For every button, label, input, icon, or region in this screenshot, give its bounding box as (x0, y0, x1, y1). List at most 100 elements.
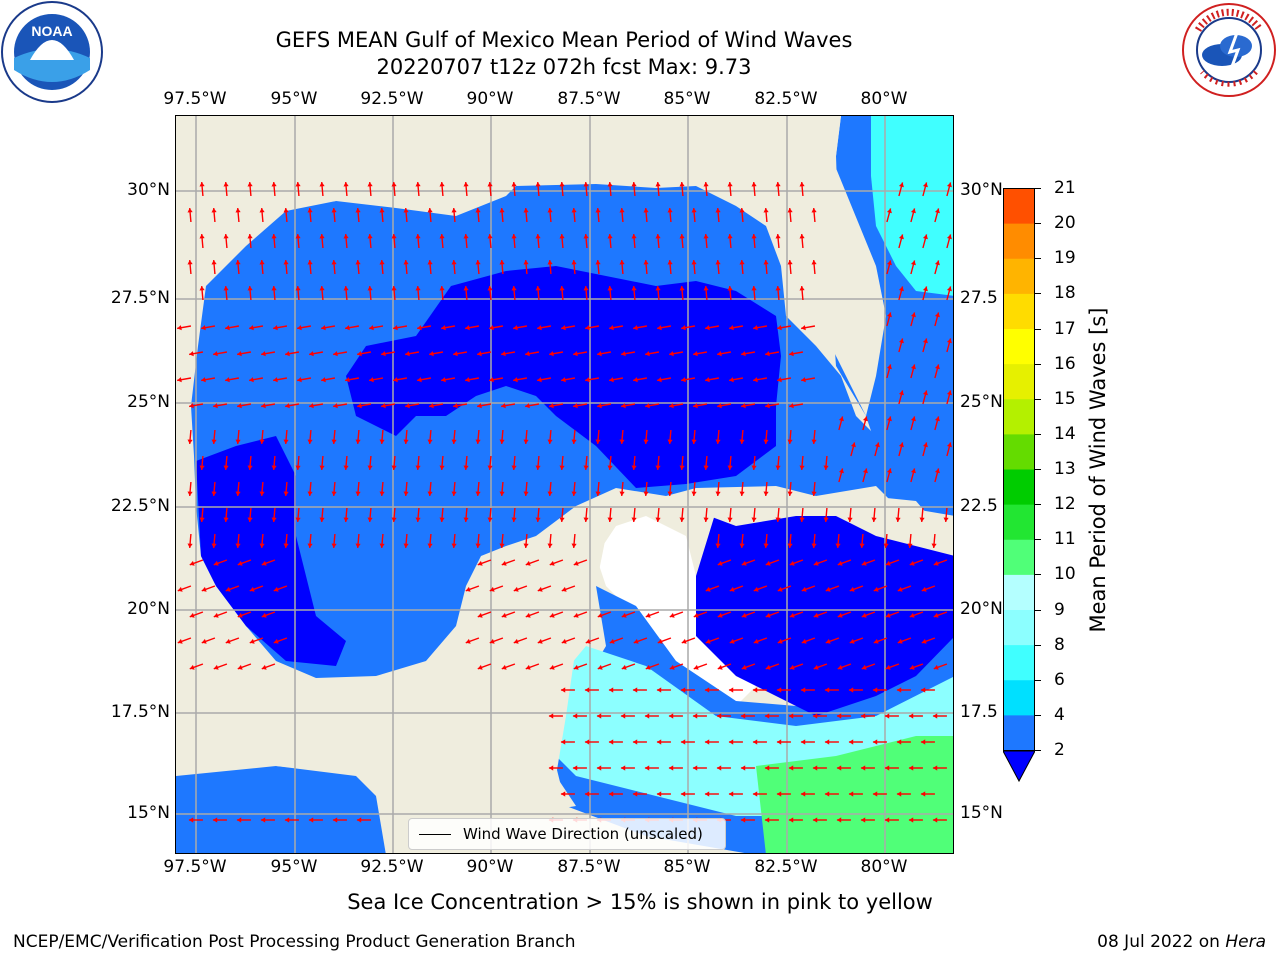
colorbar-segment (1003, 574, 1035, 610)
colorbar-tick-mark (1035, 644, 1041, 646)
wind-arrow-head (379, 491, 385, 496)
wind-arrow-head (489, 377, 494, 383)
wind-arrow-head (379, 208, 385, 213)
wind-arrow-head (811, 260, 817, 265)
wind-arrow-head (585, 325, 590, 331)
wind-arrow-head (691, 208, 697, 213)
wind-arrow-head (643, 439, 649, 444)
wind-arrow-head (643, 491, 649, 496)
wind-arrow-head (946, 286, 952, 292)
wind-arrow-head (333, 351, 338, 357)
lat-tick-right: 30°N (960, 180, 1003, 200)
wind-arrow-head (223, 182, 229, 187)
wind-arrow-head (885, 612, 891, 618)
wind-arrow-head (213, 612, 219, 618)
wind-arrow-head (548, 765, 554, 771)
wind-arrow-head (645, 403, 650, 409)
colorbar-segment (1003, 328, 1035, 365)
wind-arrow-head (693, 403, 698, 409)
wind-arrow-head (765, 560, 771, 566)
noaa-logo: NOAA (0, 0, 104, 108)
lat-tick-right: 15°N (960, 803, 1003, 823)
wind-arrow-head (525, 612, 531, 618)
wind-arrow-head (907, 543, 913, 548)
wind-arrow-head (667, 491, 673, 496)
wind-arrow-head (811, 208, 817, 213)
wind-arrow-head (860, 765, 866, 771)
wind-arrow-head (465, 325, 470, 331)
wind-arrow-head (704, 791, 710, 797)
wind-arrow-head (295, 286, 301, 291)
colorbar-segment (1003, 539, 1035, 575)
wind-arrow-head (716, 765, 722, 771)
wind-arrow-head (415, 517, 421, 522)
wind-arrow-head (813, 560, 819, 566)
wind-arrow-head (934, 260, 940, 266)
wind-arrow-head (213, 351, 218, 357)
wind-arrow-head (225, 325, 230, 331)
wind-arrow-head (776, 687, 782, 693)
colorbar-tick-mark (1035, 750, 1041, 751)
wind-arrow-head (259, 543, 265, 548)
wind-arrow-head (212, 817, 218, 823)
wind-arrow-head (357, 403, 362, 409)
wind-arrow-head (415, 182, 421, 187)
wind-arrow-head (189, 612, 195, 618)
wind-arrow-head (211, 208, 217, 213)
wind-arrow-head (331, 543, 337, 548)
wind-arrow-head (237, 560, 243, 566)
us-gulf-coast-land (176, 116, 841, 316)
wind-arrow-head (751, 234, 757, 239)
wind-arrow-head (525, 664, 531, 670)
wind-arrow-head (213, 560, 219, 566)
wind-arrow-head (922, 338, 928, 344)
wind-arrow-head (898, 390, 904, 396)
wind-arrow-head (573, 403, 578, 409)
colorbar-tick-label: 9 (1054, 599, 1065, 620)
lat-tick-right: 27.5 (960, 288, 998, 308)
wind-arrow-head (511, 465, 517, 470)
wind-arrow-head (513, 325, 518, 331)
wind-arrow-head (753, 586, 759, 592)
wind-arrow-head (499, 491, 505, 496)
wind-arrow-head (537, 586, 543, 592)
atlantic-swell-zone (871, 116, 953, 296)
colorbar-tick-label: 14 (1054, 423, 1076, 444)
wind-arrow-head (451, 491, 457, 496)
wind-arrow-head (403, 439, 409, 444)
wind-arrow-head (595, 208, 601, 213)
wind-arrow-head (633, 377, 638, 383)
wind-arrow-head (560, 687, 566, 693)
wind-arrow-head (801, 325, 806, 331)
wind-arrow-head (934, 416, 940, 422)
wind-arrow-head (729, 638, 735, 644)
wind-arrow-head (583, 234, 589, 239)
wind-arrow-head (283, 543, 289, 548)
wind-arrow-head (838, 416, 844, 422)
wind-arrow-head (465, 586, 471, 592)
wind-arrow-head (583, 517, 589, 522)
wind-arrow-head (680, 791, 686, 797)
wind-arrow-head (189, 560, 195, 566)
wind-arrow-head (862, 468, 868, 474)
wind-arrow-head (679, 465, 685, 470)
wind-arrow-head (547, 439, 553, 444)
colorbar-under-extension (1003, 750, 1035, 783)
wind-arrow-head (920, 791, 926, 797)
wind-arrow-head (585, 377, 590, 383)
wind-arrow-head (477, 560, 483, 566)
wind-arrow-head (922, 442, 928, 448)
wind-arrow-head (487, 286, 493, 291)
wind-arrow-head (946, 234, 952, 240)
wind-arrow-head (247, 517, 253, 522)
wind-arrow-head (333, 403, 338, 409)
wind-arrow-head (283, 439, 289, 444)
wind-arrow-head (547, 491, 553, 496)
wind-arrow-head (295, 234, 301, 239)
wind-arrow-head (475, 439, 481, 444)
colorbar-segment (1003, 258, 1035, 294)
wind-arrow-head (691, 439, 697, 444)
lon-tick-top: 95°W (270, 89, 318, 109)
lat-tick-left: 25°N (127, 392, 170, 412)
wind-arrow-head (513, 377, 518, 383)
